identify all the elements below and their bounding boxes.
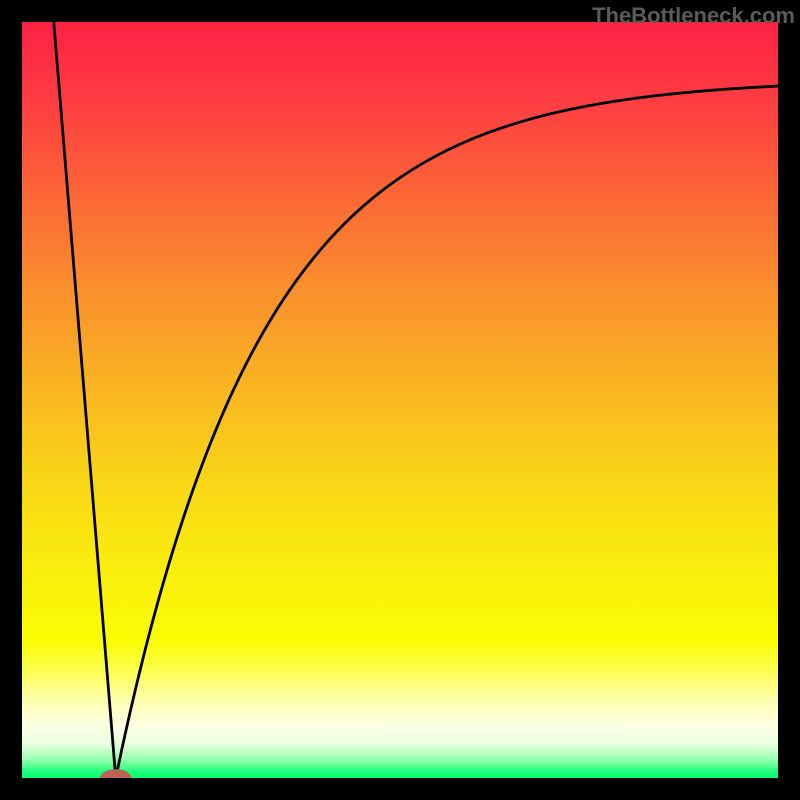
chart-container: TheBottleneck.com [0,0,800,800]
plot-area [22,22,778,778]
bottleneck-curve [22,22,778,778]
curve-path [54,22,778,778]
minimum-marker [101,770,131,778]
watermark-text: TheBottleneck.com [592,3,795,29]
